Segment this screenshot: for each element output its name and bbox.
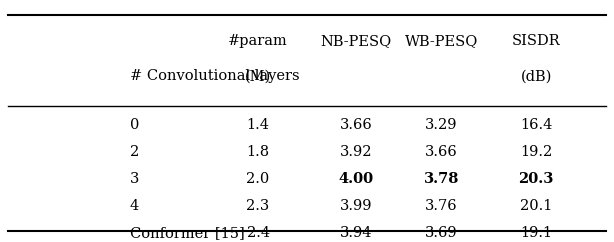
Text: 19.2: 19.2	[520, 145, 553, 159]
Text: #param: #param	[228, 34, 288, 48]
Text: 0: 0	[130, 118, 139, 132]
Text: 2.0: 2.0	[246, 172, 270, 186]
Text: 3.99: 3.99	[340, 199, 372, 213]
Text: (M): (M)	[245, 69, 271, 83]
Text: # Convolutional layers: # Convolutional layers	[130, 69, 300, 83]
Text: 3.94: 3.94	[340, 226, 372, 240]
Text: 1.4: 1.4	[247, 118, 270, 132]
Text: 20.3: 20.3	[518, 172, 554, 186]
Text: 3.69: 3.69	[425, 226, 458, 240]
Text: 3.66: 3.66	[340, 118, 372, 132]
Text: 3.76: 3.76	[425, 199, 458, 213]
Text: 4: 4	[130, 199, 139, 213]
Text: 4.00: 4.00	[338, 172, 373, 186]
Text: 3.92: 3.92	[340, 145, 372, 159]
Text: 16.4: 16.4	[520, 118, 553, 132]
Text: 3: 3	[130, 172, 139, 186]
Text: 3.29: 3.29	[426, 118, 457, 132]
Text: 2.3: 2.3	[246, 199, 270, 213]
Text: 3.66: 3.66	[425, 145, 458, 159]
Text: NB-PESQ: NB-PESQ	[321, 34, 392, 48]
Text: 20.1: 20.1	[520, 199, 553, 213]
Text: SISDR: SISDR	[512, 34, 561, 48]
Text: 1.8: 1.8	[247, 145, 270, 159]
Text: WB-PESQ: WB-PESQ	[405, 34, 478, 48]
Text: 2.4: 2.4	[247, 226, 270, 240]
Text: Conformer [15]: Conformer [15]	[130, 226, 244, 240]
Text: 3.78: 3.78	[424, 172, 459, 186]
Text: (dB): (dB)	[521, 69, 552, 83]
Text: 19.1: 19.1	[520, 226, 552, 240]
Text: 2: 2	[130, 145, 139, 159]
